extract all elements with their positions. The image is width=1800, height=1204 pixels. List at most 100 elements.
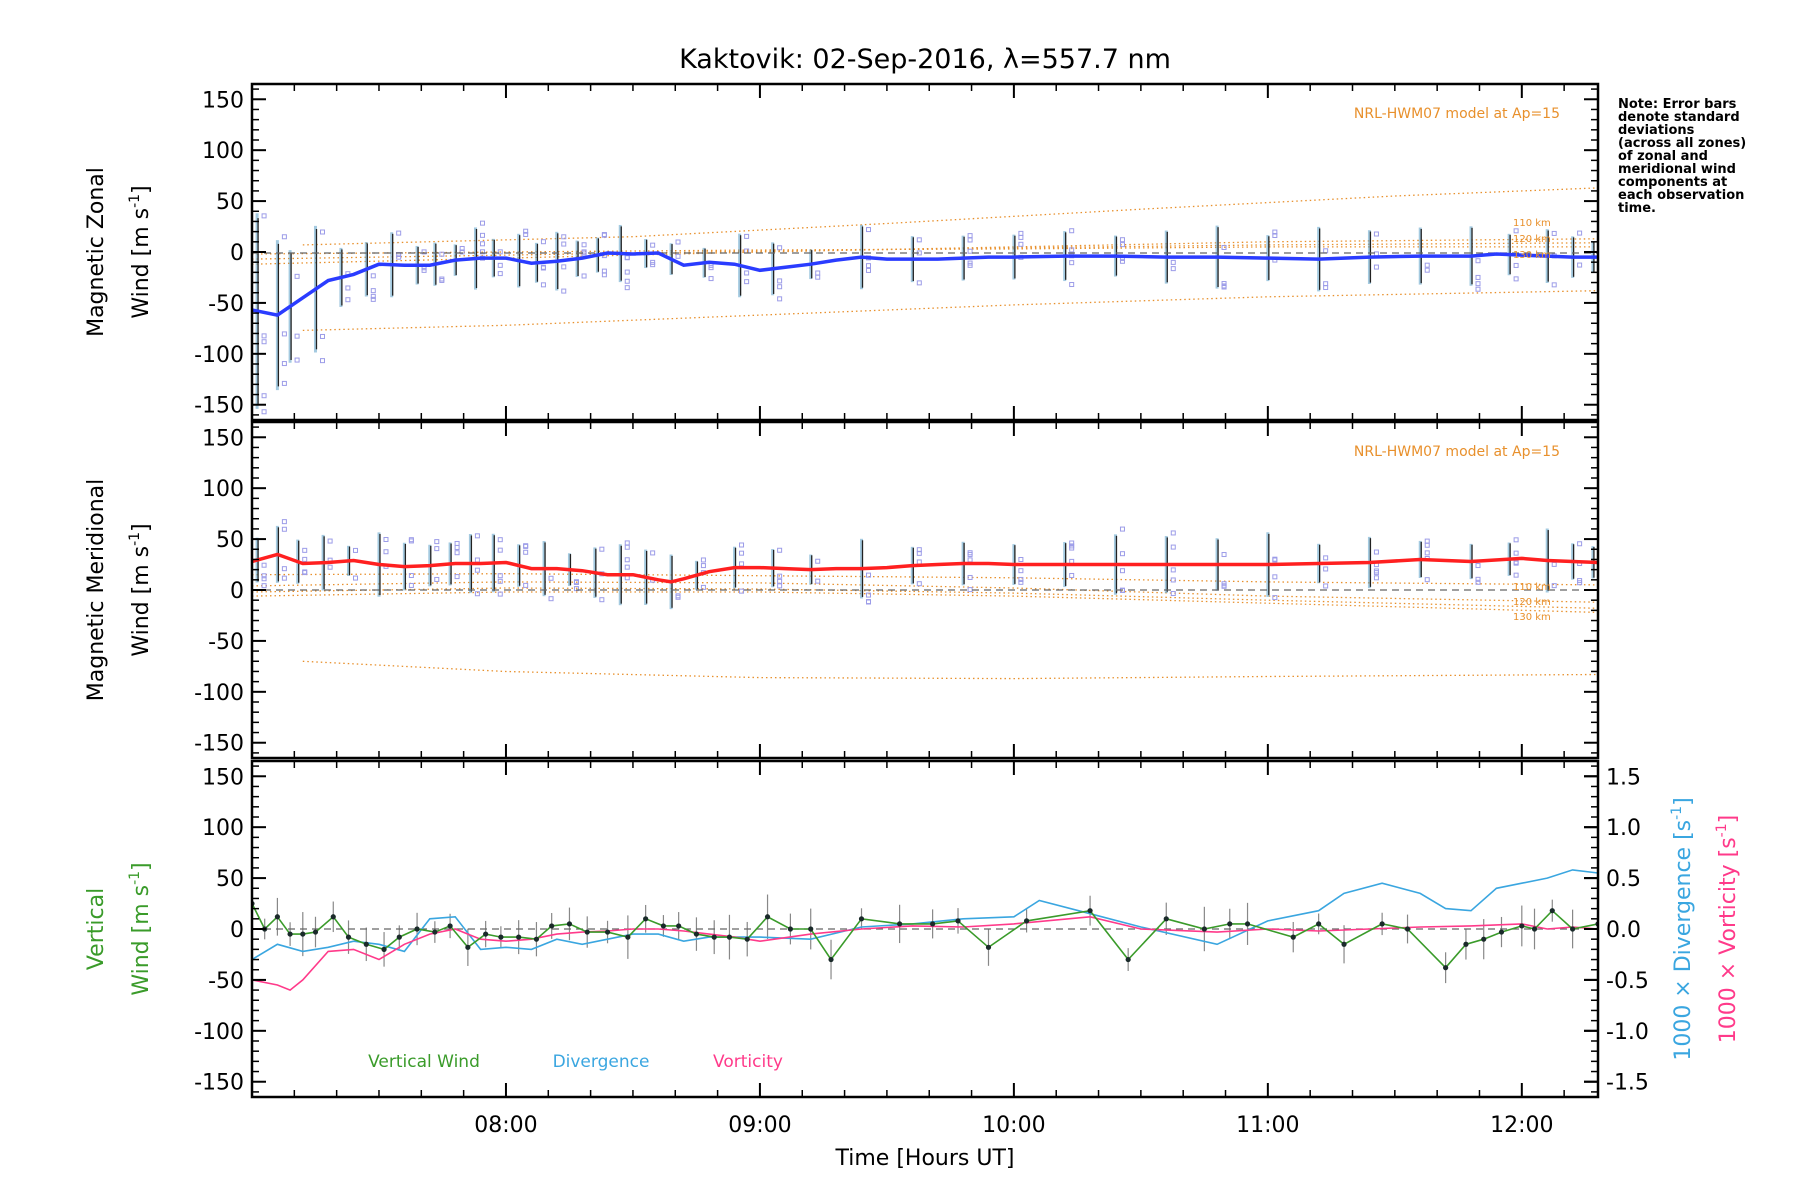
zone-sample-marker bbox=[967, 587, 973, 593]
vertical-ylabel-line2: Wind [m s-1] bbox=[127, 862, 154, 995]
zone-sample-marker bbox=[1018, 241, 1024, 247]
zone-sample-marker bbox=[1119, 551, 1125, 557]
zone-sample-marker bbox=[1475, 576, 1481, 582]
y-tick-label: 50 bbox=[216, 867, 244, 892]
vertical-wind-point bbox=[985, 944, 992, 950]
zone-sample-marker bbox=[281, 575, 287, 581]
zone-sample-marker bbox=[281, 519, 287, 525]
vorticity-ylabel: 1000 × Vorticity [s-1] bbox=[1714, 815, 1741, 1043]
zone-sample-marker bbox=[1170, 577, 1176, 583]
vertical-wind-point bbox=[1087, 908, 1093, 914]
vertical-wind-point bbox=[711, 934, 717, 940]
zone-sample-marker bbox=[624, 278, 630, 284]
zone-sample-marker bbox=[650, 259, 656, 265]
zone-sample-marker bbox=[866, 592, 872, 598]
zone-sample-marker bbox=[1170, 259, 1176, 265]
zone-sample-marker bbox=[1119, 258, 1125, 264]
zone-sample-marker bbox=[1577, 230, 1583, 236]
vertical-wind-point bbox=[1316, 921, 1322, 927]
zone-sample-marker bbox=[675, 593, 681, 599]
y-tick-label: -150 bbox=[194, 394, 244, 419]
zone-sample-marker bbox=[561, 234, 567, 240]
zone-sample-marker bbox=[302, 569, 308, 575]
zone-sample-marker bbox=[497, 271, 503, 277]
vertical-wind-point bbox=[625, 934, 631, 940]
vertical-wind-point bbox=[676, 923, 682, 929]
zone-sample-marker bbox=[1373, 549, 1379, 555]
zone-sample-marker bbox=[294, 273, 300, 279]
zone-sample-marker bbox=[1513, 262, 1519, 268]
vertical-wind-points bbox=[252, 900, 1598, 971]
zone-sample-marker bbox=[561, 288, 567, 294]
vertical-wind-point bbox=[1379, 921, 1385, 927]
vertical-wind-point bbox=[643, 916, 649, 922]
y-tick-label: 100 bbox=[202, 139, 244, 164]
zone-sample-marker bbox=[1018, 230, 1024, 236]
zone-sample-marker bbox=[599, 597, 605, 603]
zone-sample-marker bbox=[474, 567, 480, 573]
zone-sample-marker bbox=[474, 591, 480, 597]
zone-sample-marker bbox=[815, 270, 821, 276]
zone-sample-marker bbox=[523, 228, 529, 234]
zone-sample-marker bbox=[408, 582, 414, 588]
zonal-y-ticks: -150 -100 -50 0 50 100 150 bbox=[194, 84, 1598, 420]
zone-sample-marker bbox=[408, 538, 414, 544]
zone-sample-marker bbox=[523, 549, 529, 555]
zone-sample-marker bbox=[497, 547, 503, 553]
y2-tick-label: 0.5 bbox=[1606, 867, 1641, 892]
y-tick-label: -100 bbox=[194, 681, 244, 706]
zone-sample-marker bbox=[474, 557, 480, 563]
zone-sample-marker bbox=[281, 566, 287, 572]
zone-sample-marker bbox=[294, 357, 300, 363]
vertical-wind-point bbox=[787, 926, 794, 932]
zone-sample-marker bbox=[1272, 556, 1278, 562]
zone-sample-marker bbox=[479, 232, 485, 238]
zone-sample-marker bbox=[866, 227, 872, 233]
zone-sample-marker bbox=[561, 264, 567, 270]
note-line: denote standard bbox=[1618, 110, 1740, 125]
zone-sample-marker bbox=[319, 358, 325, 364]
zone-sample-marker bbox=[1018, 579, 1024, 585]
zone-sample-marker bbox=[624, 540, 630, 546]
note-line: Note: Error bars bbox=[1618, 97, 1737, 112]
zone-sample-marker bbox=[261, 393, 267, 399]
zone-sample-marker bbox=[1513, 560, 1519, 566]
zone-sample-marker bbox=[624, 285, 630, 291]
zone-sample-marker bbox=[1119, 568, 1125, 574]
zone-sample-marker bbox=[1221, 552, 1227, 558]
meridional-ylabel-line1: Magnetic Meridional bbox=[84, 479, 109, 701]
zone-sample-marker bbox=[967, 557, 973, 563]
zone-sample-marker bbox=[421, 267, 427, 273]
zone-sample-marker bbox=[454, 574, 460, 580]
zone-sample-marker bbox=[1018, 568, 1024, 574]
zone-sample-marker bbox=[1551, 282, 1557, 288]
zone-sample-marker bbox=[624, 544, 630, 550]
zone-sample-marker bbox=[916, 559, 922, 565]
zone-sample-marker bbox=[708, 265, 714, 271]
model-curve bbox=[302, 660, 1598, 680]
y-tick-label: -50 bbox=[208, 630, 244, 655]
zone-sample-marker bbox=[624, 557, 630, 563]
zone-sample-marker bbox=[281, 526, 287, 532]
zone-sample-marker bbox=[261, 583, 267, 589]
zone-sample-marker bbox=[1221, 583, 1227, 589]
zone-sample-marker bbox=[459, 249, 465, 255]
zone-sample-marker bbox=[916, 280, 922, 286]
vertical-wind-point bbox=[1341, 941, 1347, 947]
zone-sample-marker bbox=[1272, 574, 1278, 580]
zone-sample-marker bbox=[523, 543, 529, 549]
y-tick-label: 100 bbox=[202, 816, 244, 841]
x-tick-label: 08:00 bbox=[474, 1113, 537, 1138]
zone-sample-marker bbox=[497, 262, 503, 268]
zone-sample-marker bbox=[1513, 276, 1519, 282]
vertical-wind-point bbox=[566, 921, 573, 927]
zone-sample-marker bbox=[370, 288, 376, 294]
zone-sample-marker bbox=[474, 533, 480, 539]
zone-sample-marker bbox=[1119, 242, 1125, 248]
zone-sample-marker bbox=[1475, 286, 1481, 292]
note-line: time. bbox=[1618, 201, 1656, 216]
zone-sample-marker bbox=[916, 237, 922, 243]
zone-sample-marker bbox=[540, 282, 546, 288]
